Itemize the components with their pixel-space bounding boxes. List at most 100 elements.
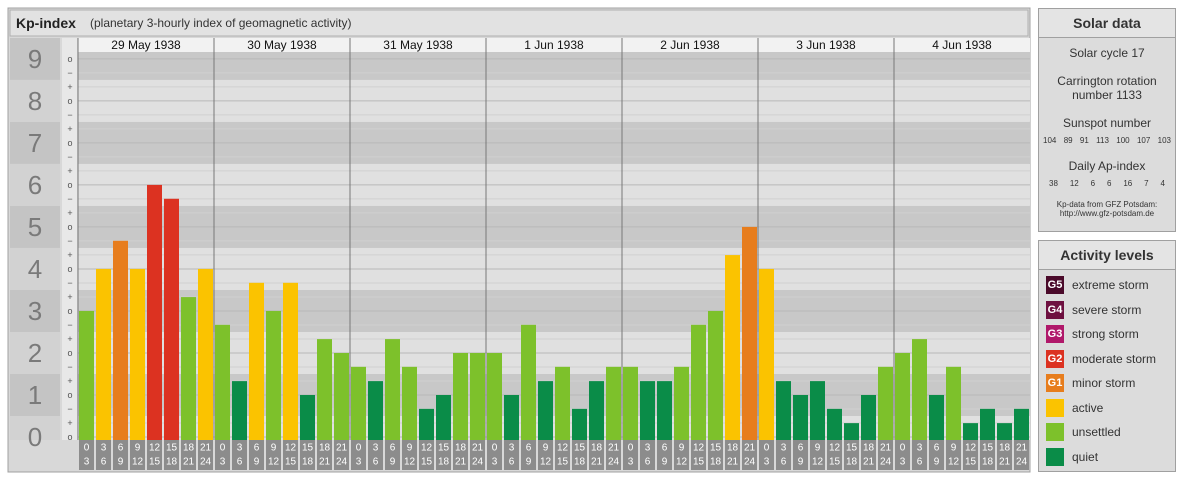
hour-cell [572,440,587,470]
hour-start: 21 [1016,443,1028,454]
hour-end: 3 [220,457,226,468]
hour-cell [980,440,995,470]
sunspot-title: Sunspot number [1062,116,1152,130]
hour-end: 15 [421,457,433,468]
bar [759,268,774,440]
hour-start: 6 [390,443,396,454]
level-label: extreme storm [1072,278,1149,292]
hour-end: 9 [390,457,396,468]
hour-start: 21 [608,443,620,454]
bar [946,366,961,440]
bar [249,282,264,440]
bar [691,324,706,440]
hour-cell [895,440,910,470]
level-swatch [1046,398,1064,417]
hour-end: 21 [863,457,875,468]
hour-start: 6 [118,443,124,454]
level-label: minor storm [1072,376,1136,390]
hour-start: 9 [135,443,141,454]
hour-end: 12 [948,457,960,468]
y-tick-label: 3 [28,296,42,326]
hour-start: 15 [438,443,450,454]
chart-subtitle: (planetary 3-hourly index of geomagnetic… [90,16,351,30]
level-swatch: G4 [1046,300,1064,319]
hour-cell [130,440,145,470]
third-mark: + [67,166,72,176]
panel-title: Activity levels [1039,241,1175,270]
y-tick-label: 8 [28,86,42,116]
hour-start: 12 [693,443,705,454]
hour-end: 12 [540,457,552,468]
hour-cell [419,440,434,470]
hour-end: 18 [574,457,586,468]
sunspot-value: 107 [1136,136,1151,145]
hour-end: 24 [472,457,484,468]
bar [878,366,893,440]
third-mark: o [67,432,72,442]
bar [555,366,570,440]
hour-cell [164,440,179,470]
y-tick-label: 0 [28,422,42,452]
hour-cell [147,440,162,470]
hour-start: 15 [574,443,586,454]
hour-start: 0 [492,443,498,454]
hour-end: 18 [302,457,314,468]
sunspot-value: 100 [1116,136,1130,145]
hour-start: 3 [781,443,787,454]
third-mark: + [67,208,72,218]
level-tag: G4 [1047,303,1063,316]
hour-start: 18 [727,443,739,454]
bar [589,381,604,440]
third-mark: o [67,96,72,106]
hour-cell [793,440,808,470]
bar [351,366,366,440]
hour-end: 12 [404,457,416,468]
hour-cell [691,440,706,470]
bar [266,310,281,440]
plot: 0123456789o+o+−o+−o+−o+−o+−o+−o+−o+−o−29… [10,38,1030,470]
level-label: quiet [1072,449,1099,464]
hour-end: 12 [812,457,824,468]
hour-cell [810,440,825,470]
bar [538,381,553,440]
hour-end: 3 [900,457,906,468]
chart-title: Kp-index [16,15,76,31]
hour-cell [674,440,689,470]
sunspot-value: 89 [1063,136,1073,145]
hour-start: 18 [319,443,331,454]
hour-start: 0 [628,443,634,454]
hour-cell [878,440,893,470]
third-mark: − [67,152,72,162]
third-mark: − [67,236,72,246]
hour-end: 18 [166,457,178,468]
ap-value: 16 [1123,179,1133,188]
hour-start: 9 [543,443,549,454]
bar [453,352,468,440]
hour-end: 6 [645,457,651,468]
hour-end: 21 [727,457,739,468]
hour-cell [96,440,111,470]
hour-start: 15 [846,443,858,454]
ap-title: Daily Ap-index [1068,159,1146,173]
level-label: active [1072,400,1104,415]
level-swatch: G2 [1046,349,1064,368]
third-mark: + [67,124,72,134]
hour-cell [232,440,247,470]
third-mark: − [67,320,72,330]
hour-cell [487,440,502,470]
y-tick-label: 7 [28,128,42,158]
third-mark: − [67,404,72,414]
hour-start: 15 [166,443,178,454]
ap-value: 12 [1069,179,1079,188]
ap-value: 6 [1106,179,1112,188]
hour-end: 3 [356,457,362,468]
hour-end: 18 [710,457,722,468]
bar [980,408,995,440]
hour-end: 21 [591,457,603,468]
panel-title: Solar data [1039,9,1175,38]
bar [674,366,689,440]
hour-start: 15 [302,443,314,454]
hour-start: 9 [679,443,685,454]
y-tick-label: 1 [28,380,42,410]
hour-cell [453,440,468,470]
